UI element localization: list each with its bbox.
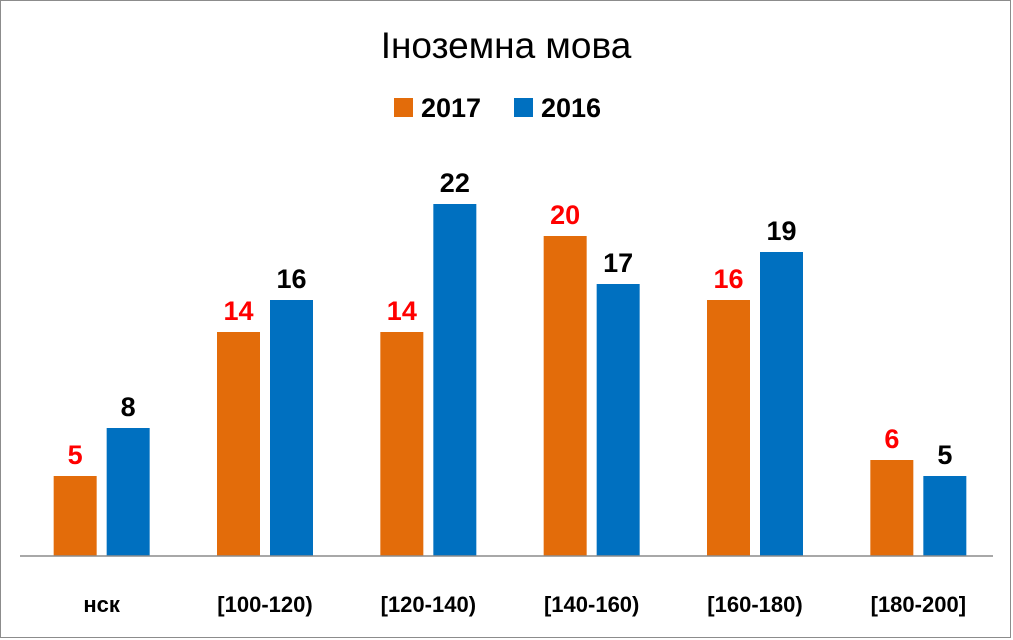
bar-2017-0	[53, 476, 97, 556]
data-label-2017-3: 20	[550, 200, 580, 230]
x-tick-label: нск	[83, 592, 121, 617]
data-label-2016-3: 17	[603, 248, 633, 278]
bar-2016-2	[433, 204, 477, 556]
x-tick-label: [100-120)	[217, 592, 312, 617]
x-tick-label: [120-140)	[381, 592, 476, 617]
legend: 2017 2016	[394, 93, 601, 123]
data-label-2017-5: 6	[884, 424, 899, 454]
bar-2016-4	[760, 252, 803, 556]
data-label-2016-1: 16	[276, 264, 306, 294]
data-label-2017-2: 14	[387, 296, 417, 326]
data-label-2016-0: 8	[121, 392, 136, 422]
data-label-2017-4: 16	[713, 264, 743, 294]
bar-2016-3	[596, 284, 640, 556]
bar-2017-5	[870, 460, 914, 556]
legend-label-2016: 2016	[541, 93, 601, 123]
bar-2016-0	[106, 428, 150, 556]
legend-swatch-2017	[394, 98, 413, 117]
data-labels: 5 8 14 16 14 22 20 17 16 19 6 5	[68, 168, 953, 470]
bars	[53, 204, 967, 556]
data-label-2017-1: 14	[223, 296, 253, 326]
data-label-2016-2: 22	[440, 168, 470, 198]
legend-swatch-2016	[514, 98, 533, 117]
legend-label-2017: 2017	[421, 93, 481, 123]
bar-2017-4	[707, 300, 750, 556]
chart-title: Іноземна мова	[381, 25, 632, 66]
bar-2016-5	[923, 476, 967, 556]
bar-2016-1	[270, 300, 313, 556]
x-tick-label: [180-200]	[871, 592, 966, 617]
data-label-2017-0: 5	[68, 440, 83, 470]
data-label-2016-4: 19	[766, 216, 796, 246]
x-tick-label: [160-180)	[707, 592, 802, 617]
x-axis-tick-labels: нск [100-120) [120-140) [140-160) [160-180) […	[83, 592, 966, 617]
bar-2017-3	[543, 236, 587, 556]
data-label-2016-5: 5	[937, 440, 952, 470]
bar-2017-2	[380, 332, 424, 556]
x-tick-label: [140-160)	[544, 592, 639, 617]
bar-2017-1	[217, 332, 260, 556]
